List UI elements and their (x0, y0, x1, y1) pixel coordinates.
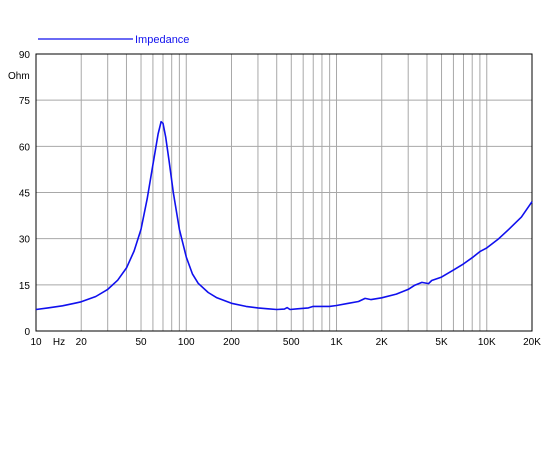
y-axis-unit-label: Ohm (8, 71, 30, 82)
x-tick-label: 20K (523, 337, 541, 348)
x-tick-label: 1K (330, 337, 343, 348)
x-axis-unit-label: Hz (53, 337, 65, 348)
x-tick-label: 50 (135, 337, 147, 348)
x-tick-label: 10 (30, 337, 42, 348)
legend-label-impedance: Impedance (135, 34, 189, 46)
legend: Impedance (38, 34, 189, 46)
x-tick-label: 500 (283, 337, 300, 348)
x-tick-label: 200 (223, 337, 240, 348)
y-tick-label: 15 (19, 281, 31, 292)
grid-layer (35, 53, 533, 332)
y-tick-label: 30 (19, 235, 31, 246)
x-tick-label: 2K (376, 337, 389, 348)
x-tick-label: 10K (478, 337, 496, 348)
y-tick-label: 90 (19, 50, 31, 61)
y-tick-label: 60 (19, 142, 31, 153)
y-tick-labels: 0 15 30 45 60 75 90 (19, 50, 31, 338)
series-line-impedance (35, 120, 533, 311)
y-tick-label: 45 (19, 189, 31, 200)
series-layer (35, 120, 533, 311)
y-tick-label: 0 (24, 327, 30, 338)
y-tick-label: 75 (19, 96, 31, 107)
x-tick-labels: 10 20 50 100 200 500 1K 2K 5K 10K 20K (30, 337, 541, 348)
x-tick-label: 100 (178, 337, 195, 348)
x-tick-label: 20 (76, 337, 88, 348)
x-tick-label: 5K (435, 337, 448, 348)
plot-frame (35, 53, 533, 332)
